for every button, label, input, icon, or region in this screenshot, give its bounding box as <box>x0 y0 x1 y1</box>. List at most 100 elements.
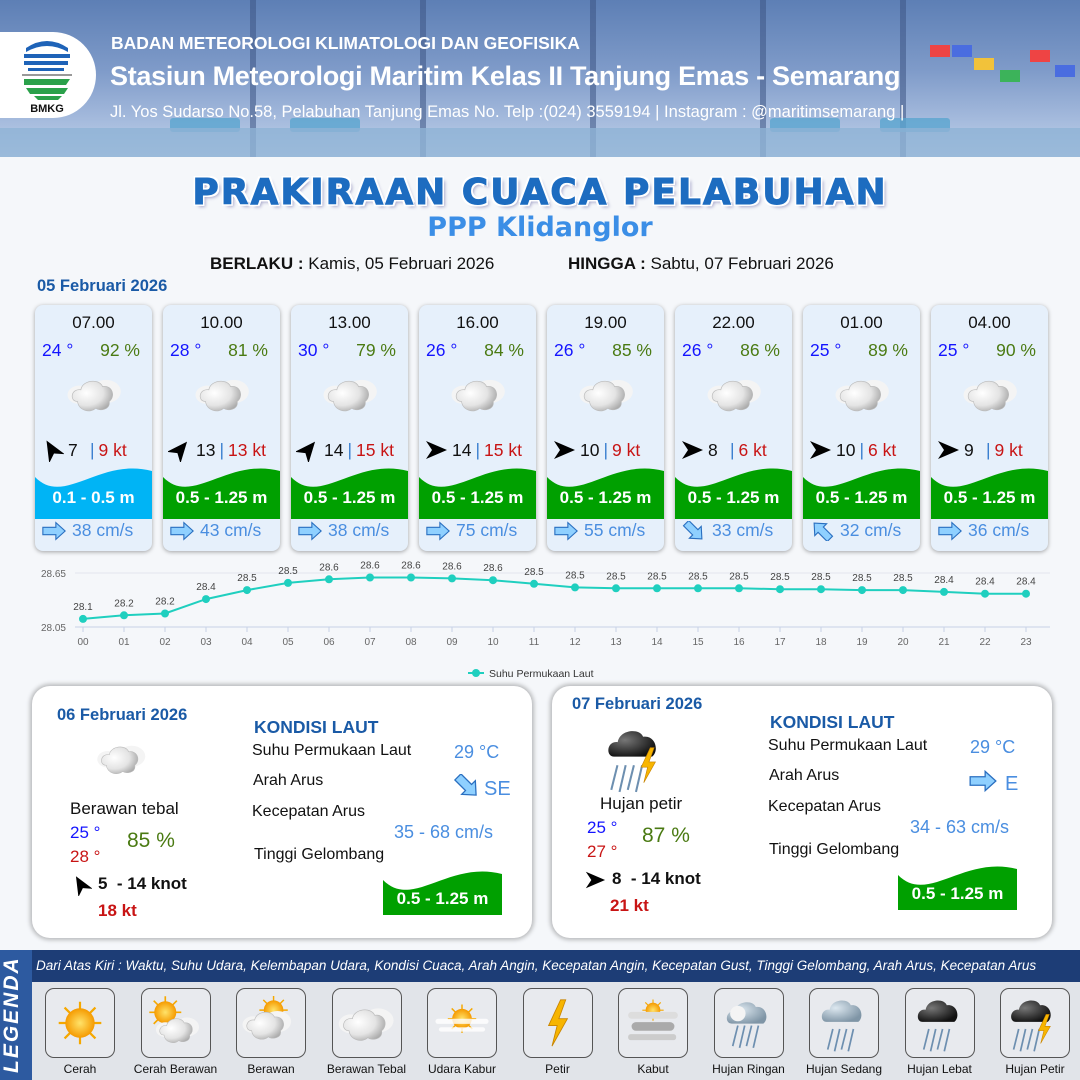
x-tick-label: 12 <box>569 637 581 648</box>
data-label: 28.4 <box>1016 577 1036 588</box>
x-tick-label: 11 <box>529 637 540 648</box>
data-label: 28.5 <box>770 572 790 583</box>
wave-height-label: Tinggi Gelombang <box>769 841 900 858</box>
data-label: 28.5 <box>852 573 872 584</box>
current-speed: 32 cm/s <box>840 520 902 540</box>
hujan-lebat-icon <box>904 988 975 1058</box>
data-point <box>735 584 743 593</box>
data-point <box>940 587 948 596</box>
card-current: 32 cm/s <box>809 520 901 541</box>
hujan-sedang-icon <box>809 988 879 1058</box>
wind-speed: 5 - 14 knot <box>98 874 187 893</box>
data-label: 28.6 <box>360 561 380 572</box>
temp-min: 25 ° <box>70 823 101 842</box>
data-point <box>776 585 784 594</box>
petir-icon <box>522 988 593 1058</box>
wave-icon <box>35 468 152 519</box>
header-banner <box>0 0 1080 157</box>
x-tick-label: 19 <box>856 637 868 648</box>
data-label: 28.5 <box>565 570 585 581</box>
forecast-card: 07.00 24 ° 92 % 7 | 9 kt 0.1 - 0.5 m 38 c… <box>35 305 152 551</box>
card-current: 33 cm/s <box>681 520 773 541</box>
current-direction: E <box>1005 773 1019 795</box>
wind-speed: 9 <box>964 439 974 460</box>
forecast-card: 16.00 26 ° 84 % 14 | 15 kt 0.5 - 1.25 m 7… <box>419 305 536 551</box>
data-label: 28.5 <box>811 572 831 583</box>
wind-direction-icon <box>554 441 575 459</box>
wave-icon <box>675 468 792 519</box>
wind-gust: 21 kt <box>610 896 649 915</box>
card-temperature: 26 ° <box>682 340 714 360</box>
station-name: Stasiun Meteorologi Maritim Kelas II Tan… <box>110 61 901 91</box>
legend-item-label: Petir <box>545 1062 570 1076</box>
forecast-card: 22.00 26 ° 86 % 8 | 6 kt 0.5 - 1.25 m 33 … <box>675 305 792 551</box>
panel-date: 06 Februari 2026 <box>57 706 188 724</box>
data-label: 28.5 <box>237 573 257 584</box>
forecast-card: 04.00 25 ° 90 % 9 | 9 kt 0.5 - 1.25 m 36 … <box>931 305 1048 551</box>
wind-speed: 8 - 14 knot <box>612 869 701 888</box>
card-time: 19.00 <box>584 313 627 332</box>
data-label: 28.5 <box>524 567 544 578</box>
wind-gust: 9 kt <box>994 439 1023 460</box>
data-point <box>79 614 87 623</box>
x-tick-label: 17 <box>774 637 786 648</box>
sst-label: Suhu Permukaan Laut <box>768 737 928 754</box>
data-point <box>284 578 292 587</box>
data-label: 28.5 <box>729 571 749 582</box>
berawan-tebal-icon <box>92 736 152 786</box>
card-time: 10.00 <box>200 313 243 332</box>
kabut-icon <box>618 988 688 1058</box>
current-direction-icon <box>298 521 322 540</box>
legend-item-label: Hujan Ringan <box>712 1062 785 1076</box>
data-label: 28.4 <box>196 582 216 593</box>
valid-from: BERLAKU : Kamis, 05 Februari 2026 <box>210 254 494 274</box>
berawan-tebal-icon <box>828 369 898 419</box>
y-tick-label: 28.65 <box>41 569 66 580</box>
humidity: 85 % <box>127 829 175 852</box>
valid-to-label: HINGGA : <box>568 254 646 273</box>
udara-kabur-icon <box>427 988 497 1058</box>
data-label: 28.5 <box>688 571 708 582</box>
legend-item-label: Udara Kabur <box>427 1062 497 1076</box>
x-tick-label: 05 <box>282 637 294 648</box>
card-current: 43 cm/s <box>169 520 261 541</box>
data-label: 28.5 <box>893 573 913 584</box>
card-time: 13.00 <box>328 313 371 332</box>
data-label: 28.5 <box>278 566 298 577</box>
legend-item-label: Kabut <box>637 1062 669 1076</box>
wind-gust: 18 kt <box>98 901 137 920</box>
sst-value: 29 °C <box>970 737 1016 757</box>
berawan-tebal-icon <box>316 369 386 419</box>
x-tick-label: 16 <box>733 637 745 648</box>
legend-item-label: Hujan Petir <box>1005 1062 1065 1076</box>
legend-item-label: Cerah <box>63 1062 97 1076</box>
wind-direction-icon <box>682 441 703 459</box>
sea-condition-title: KONDISI LAUT <box>770 712 895 732</box>
wave-height: 0.5 - 1.25 m <box>687 488 780 507</box>
data-point <box>981 589 989 598</box>
valid-from-date: Kamis, 05 Februari 2026 <box>308 254 495 273</box>
legend-icons: Cerah Cerah Berawan Berawan Berawan Tebal Ud… <box>32 982 1080 1080</box>
card-wind: 9 | 9 kt <box>936 438 1046 462</box>
forecast-card: 13.00 30 ° 79 % 14 | 15 kt 0.5 - 1.25 m 3… <box>291 305 408 551</box>
current-direction-icon <box>809 520 835 541</box>
data-label: 28.6 <box>483 563 503 574</box>
wind-speed: 14 <box>452 439 472 460</box>
data-label: 28.2 <box>114 598 134 609</box>
data-label: 28.5 <box>606 571 626 582</box>
current-speed: 35 - 68 cm/s <box>394 822 494 842</box>
card-time: 07.00 <box>72 313 115 332</box>
current-direction-icon <box>554 521 578 540</box>
x-tick-label: 21 <box>938 637 950 648</box>
card-humidity: 81 % <box>228 340 268 360</box>
wind-gust: 6 kt <box>738 439 767 460</box>
x-tick-label: 18 <box>815 637 827 648</box>
legend-item-label: Cerah Berawan <box>133 1062 218 1076</box>
berawan-tebal-icon <box>188 369 258 419</box>
wave-height: 0.5 - 1.25 m <box>396 889 489 908</box>
current-speed: 36 cm/s <box>968 520 1030 540</box>
station-contact: Jl. Yos Sudarso No.58, Pelabuhan Tanjung… <box>110 103 905 121</box>
current-speed: 55 cm/s <box>584 520 646 540</box>
wind-direction-icon <box>168 438 192 462</box>
wave-icon <box>547 468 664 519</box>
